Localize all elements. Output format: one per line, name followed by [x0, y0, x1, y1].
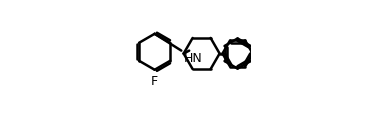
Text: F: F: [151, 75, 158, 88]
Text: HN: HN: [184, 52, 202, 65]
